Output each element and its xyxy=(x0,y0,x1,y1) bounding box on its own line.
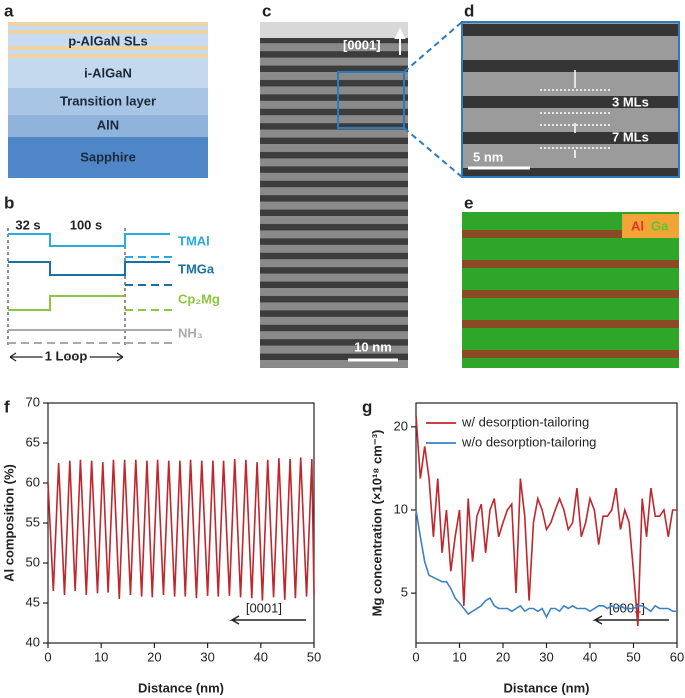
layer-stripe xyxy=(8,30,208,34)
precursor-label: TMAl xyxy=(178,233,210,248)
precursor-label: Cp₂Mg xyxy=(178,291,220,306)
scale-label: 5 nm xyxy=(473,149,503,164)
x-axis-title: Distance (nm) xyxy=(504,680,590,695)
x-tick-label: 50 xyxy=(307,649,321,664)
x-tick-label: 20 xyxy=(147,649,161,664)
layer-stripe xyxy=(8,54,208,58)
ml-label: 3 MLs xyxy=(612,94,649,109)
hrtem-image xyxy=(461,21,680,178)
y-tick-label: 40 xyxy=(26,634,40,649)
zoom-line xyxy=(403,21,463,178)
loop-label: 1 Loop xyxy=(45,348,88,363)
y-tick-label: 20 xyxy=(394,418,408,433)
y-axis-title: Mg concentration (×10¹⁸ cm⁻³) xyxy=(369,430,384,617)
data-line xyxy=(415,415,677,627)
panel-a: a p-AlGaN SLs i-AlGaN Transition layer A… xyxy=(4,1,208,178)
timing-line xyxy=(8,233,170,247)
x-tick-label: 0 xyxy=(412,649,419,664)
panel-label: f xyxy=(4,397,10,416)
y-tick-label: 10 xyxy=(394,501,408,516)
panel-c: c [0001] 10 nm xyxy=(260,1,463,368)
y-tick-label: 70 xyxy=(26,394,40,409)
element-label: Al xyxy=(631,218,644,233)
y-tick-label: 5 xyxy=(401,585,408,600)
y-tick-label: 55 xyxy=(26,514,40,529)
x-tick-label: 40 xyxy=(254,649,268,664)
panel-label: e xyxy=(464,193,473,212)
annotation-arrow xyxy=(229,615,306,625)
tem-image xyxy=(260,22,408,368)
duration-label: 32 s xyxy=(15,217,40,232)
panel-e: e Al Ga xyxy=(462,193,679,368)
element-label: Ga xyxy=(651,218,669,233)
x-tick-label: 30 xyxy=(200,649,214,664)
layer-stripe xyxy=(8,46,208,50)
y-tick-label: 50 xyxy=(26,554,40,569)
ml-label: 7 MLs xyxy=(612,129,649,144)
legend-label: w/ desorption-tailoring xyxy=(461,414,589,429)
layer xyxy=(8,58,208,88)
tem-surface xyxy=(260,22,408,38)
y-tick-label: 65 xyxy=(26,434,40,449)
panel-d: d 3 MLs 7 MLs 5 nm xyxy=(461,1,680,178)
y-axis-title: Al composition (%) xyxy=(1,464,16,582)
layer-label: Transition layer xyxy=(60,93,156,108)
x-tick-label: 0 xyxy=(44,649,51,664)
annotation-arrow xyxy=(592,615,669,625)
panel-label: a xyxy=(4,1,14,20)
layer xyxy=(8,22,208,58)
timing-line xyxy=(8,261,170,276)
layer-label: p-AlGaN SLs xyxy=(68,33,147,48)
panel-label: c xyxy=(262,1,271,20)
direction-arrow xyxy=(394,27,406,55)
layer-stripe xyxy=(8,22,208,26)
y-tick-label: 45 xyxy=(26,594,40,609)
panel-label: b xyxy=(4,193,14,212)
loop-arrow xyxy=(9,352,124,362)
loop-boundary xyxy=(7,228,126,348)
x-tick-label: 10 xyxy=(452,649,466,664)
direction-label: [0001] xyxy=(343,37,381,52)
precursor-label: NH₃ xyxy=(178,325,203,340)
layer-label: Sapphire xyxy=(80,149,136,164)
chart-f: 0 10 20 30 40 50 40 45 50 55 60 65 70 Distance (nm) Al… xyxy=(1,394,321,695)
y-tick-label: 60 xyxy=(26,474,40,489)
annotation: [0001] xyxy=(246,600,282,615)
x-tick-label: 10 xyxy=(94,649,108,664)
x-tick-label: 40 xyxy=(583,649,597,664)
x-tick-label: 20 xyxy=(496,649,510,664)
scale-label: 10 nm xyxy=(354,339,392,354)
timing-line xyxy=(8,295,125,311)
chart-g: 0 10 20 30 40 50 60 5 10 20 Distance (nm) Mg concen… xyxy=(369,402,684,695)
zoom-box xyxy=(337,71,405,129)
panel-label: d xyxy=(464,1,474,20)
x-axis-title: Distance (nm) xyxy=(138,680,224,695)
panel-label: g xyxy=(362,397,372,416)
layer xyxy=(8,115,208,137)
eds-legend-box xyxy=(622,214,679,238)
layer-label: i-AlGaN xyxy=(84,65,132,80)
layer xyxy=(8,88,208,115)
layer xyxy=(8,137,208,178)
data-line xyxy=(47,457,315,601)
x-tick-label: 50 xyxy=(626,649,640,664)
duration-label: 100 s xyxy=(70,217,103,232)
precursor-label: TMGa xyxy=(178,261,215,276)
x-tick-label: 30 xyxy=(539,649,553,664)
legend-label: w/o desorption-tailoring xyxy=(461,434,596,449)
layer-label: AlN xyxy=(97,117,119,132)
data-line xyxy=(415,509,677,619)
panel-b: b 32 s 100 s TMAl TMGa Cp₂Mg NH₃ 1 Loop xyxy=(4,193,220,366)
x-tick-label: 60 xyxy=(670,649,684,664)
